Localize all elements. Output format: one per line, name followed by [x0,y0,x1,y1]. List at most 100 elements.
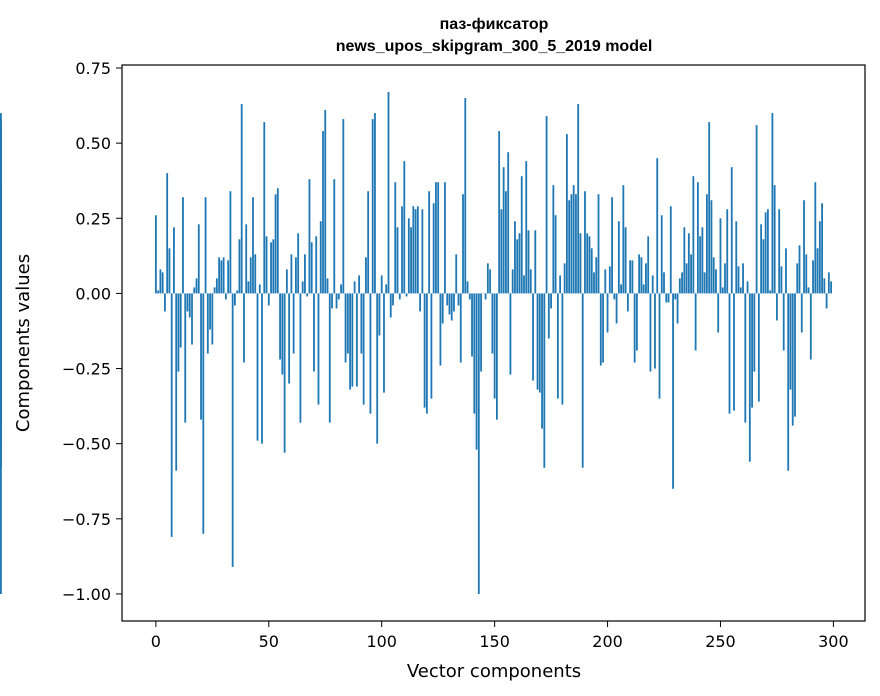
bar [696,182,699,294]
bar [195,278,198,294]
bar [778,209,781,294]
bar [809,293,812,360]
bar [575,194,577,294]
bar [588,236,591,294]
bar [572,185,575,294]
bar [525,161,528,294]
bar [595,257,598,294]
bar [410,227,412,294]
bar [672,293,674,489]
bar [590,248,593,294]
bar [787,293,790,471]
bar [762,239,765,294]
bar [565,134,568,294]
bar [405,293,408,297]
bar [706,194,708,294]
bar [622,185,625,294]
bar [776,293,778,321]
bar [552,185,555,294]
bar [543,293,546,468]
bar [489,269,492,294]
bar [579,233,582,294]
bar [739,287,742,294]
bar [279,293,281,360]
bar [708,122,711,294]
bar [459,293,462,363]
bar [432,203,435,294]
bar [254,254,257,294]
bar [669,206,672,294]
bar [735,221,738,294]
bar [547,293,550,339]
bar [220,260,223,294]
bar [690,254,693,294]
bar [396,227,399,294]
bar [760,224,763,294]
bar [376,293,379,444]
bar [231,293,234,567]
x-tick-label: 50 [259,632,279,651]
bar [371,119,374,294]
bar [365,257,367,294]
bar [710,200,713,294]
bar [701,227,704,294]
bar [182,197,184,294]
bar [647,236,650,294]
x-tick-label: 200 [592,632,623,651]
bar [186,293,189,312]
bar [636,293,638,351]
bar [812,260,814,294]
bar [319,221,322,294]
bar [516,239,519,294]
bar [561,293,564,405]
bar [518,233,521,294]
bar [604,269,607,294]
bar [423,293,426,408]
bar [340,284,342,294]
bar [389,293,392,318]
bar [814,182,817,294]
bar [554,215,557,294]
bar [202,293,205,534]
bar [703,272,706,294]
bar [473,293,476,414]
bar [462,194,464,294]
bar [349,293,351,390]
bar [209,293,211,330]
bar [403,161,406,294]
bar [360,293,363,354]
bar [649,293,652,372]
bar [342,119,345,294]
bar [730,167,733,294]
bar [746,281,749,294]
bar [755,125,758,294]
bar [324,110,327,294]
bar [674,293,677,300]
bar [728,293,731,414]
bar [608,266,611,294]
bar [556,293,559,399]
bar [227,260,230,294]
bar [200,293,202,420]
bar [267,293,270,306]
bar [288,293,291,384]
bar [328,293,331,423]
bar [317,293,320,405]
bar [626,293,629,312]
bar [0,293,2,447]
bar [222,257,225,294]
bar [240,104,243,294]
bar [550,293,552,309]
bar [437,182,440,294]
bar [166,173,169,294]
bar [213,287,216,294]
bar [721,287,724,294]
bar [733,293,735,411]
bar [611,197,613,294]
bar [450,293,453,321]
bar [678,278,681,294]
bar [471,293,473,357]
bar [313,293,315,372]
bar [486,263,489,294]
